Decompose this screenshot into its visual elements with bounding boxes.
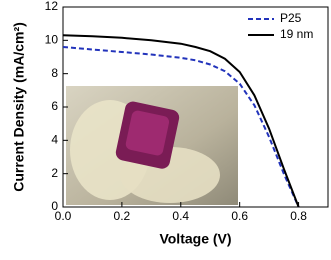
y-tick-label: 12 (45, 0, 59, 13)
series-line (62, 34, 300, 208)
x-tick-label: 0.8 (290, 209, 307, 223)
series-line (62, 46, 300, 208)
legend-label: P25 (280, 11, 302, 25)
y-tick-label: 8 (51, 66, 58, 80)
plot-frame (62, 6, 329, 208)
x-axis-title: Voltage (V) (159, 231, 231, 247)
y-tick-label: 2 (51, 166, 58, 180)
x-tick-label: 0.4 (172, 209, 189, 223)
x-tick-label: 0.2 (114, 209, 131, 223)
legend-label: 19 nm (280, 27, 313, 41)
y-tick-label: 6 (51, 99, 58, 113)
y-axis-title: Current Density (mA/cm²) (11, 22, 27, 192)
x-tick-label: 0.6 (231, 209, 248, 223)
x-tick-label: 0.0 (55, 209, 72, 223)
y-tick-label: 10 (45, 33, 59, 47)
inset-photo (66, 86, 238, 205)
y-tick-label: 0 (51, 199, 58, 213)
y-tick-label: 4 (51, 133, 58, 147)
